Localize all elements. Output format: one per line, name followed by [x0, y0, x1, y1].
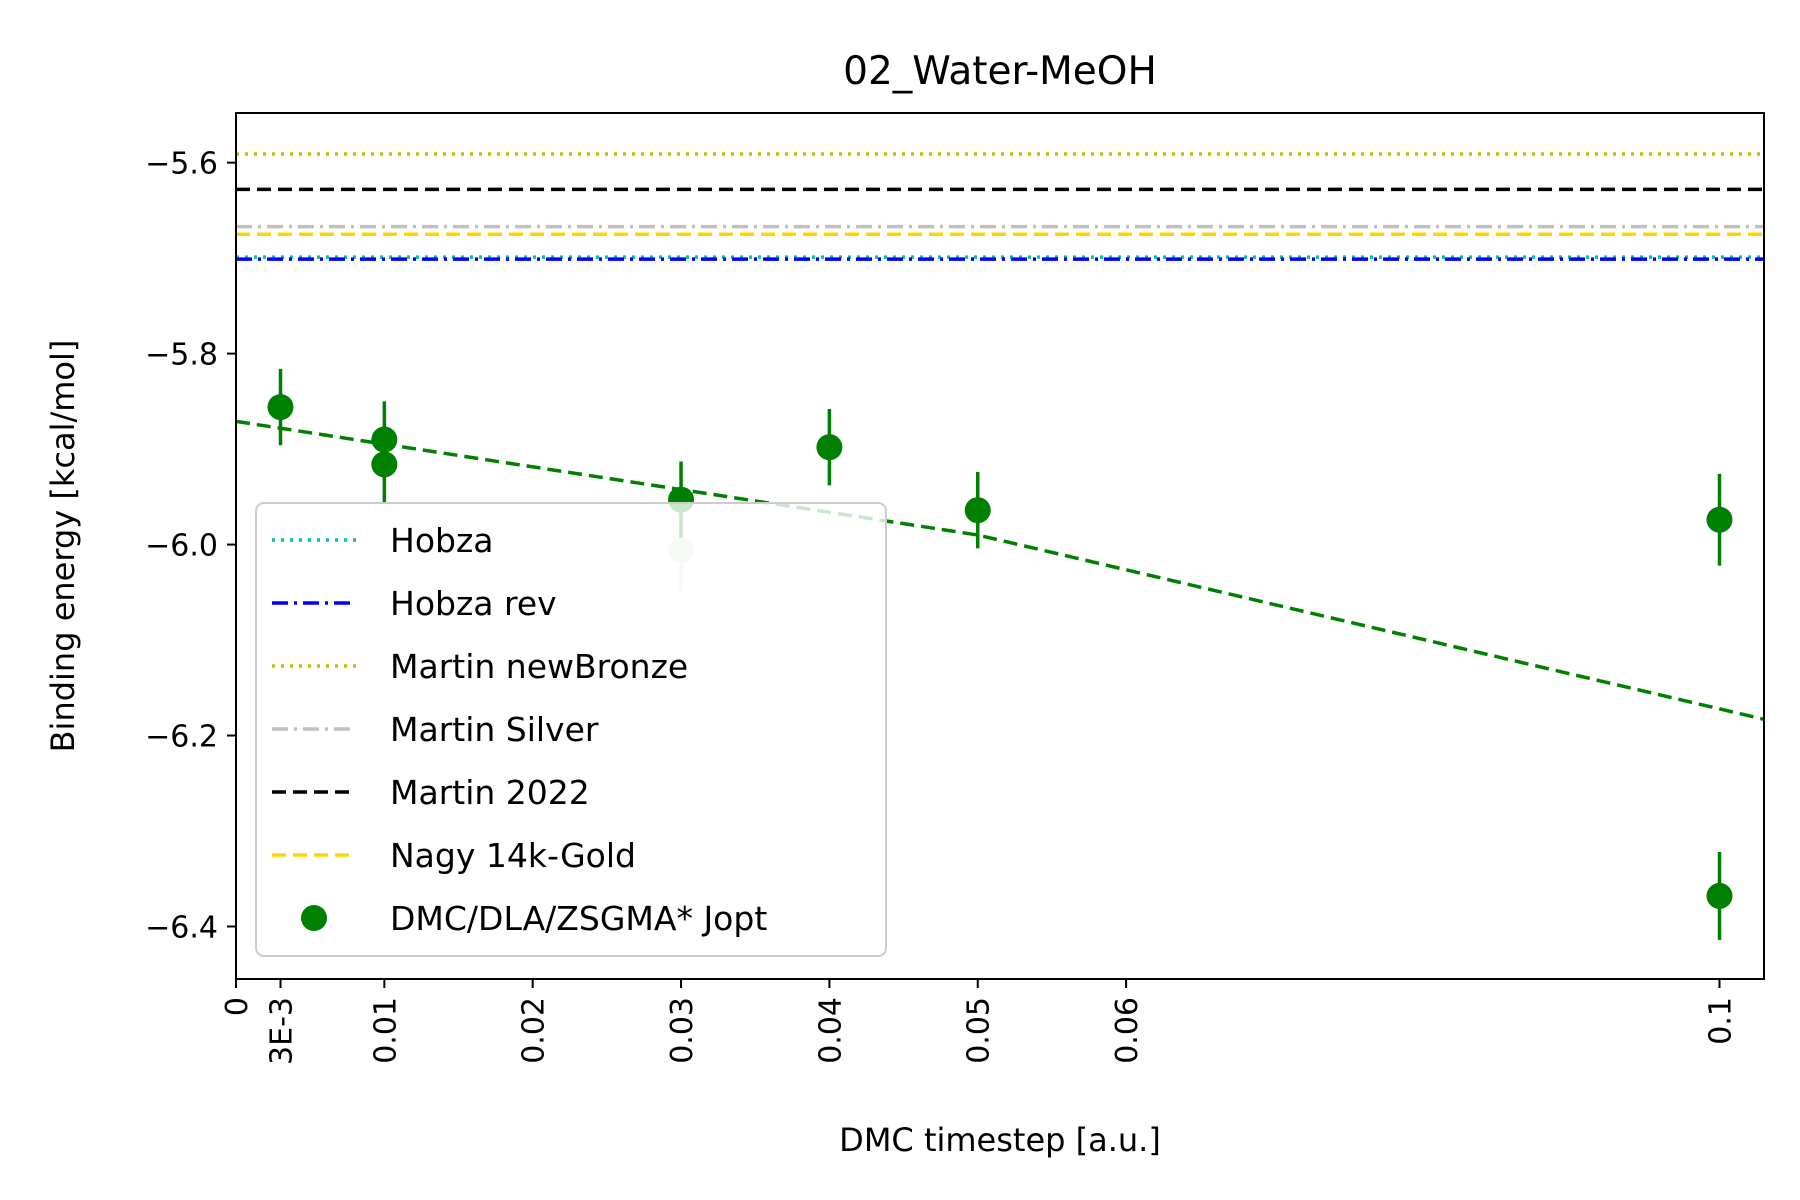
legend-entry: Martin 2022 — [272, 773, 590, 812]
legend-entry: Martin Silver — [272, 710, 599, 749]
data-point — [1706, 473, 1733, 566]
y-tick-label: −5.8 — [145, 338, 218, 373]
x-tick-label: 0.02 — [517, 997, 552, 1064]
legend-label: Martin 2022 — [390, 773, 590, 812]
y-tick-label: −6.2 — [145, 720, 218, 755]
x-tick-label: 3E-3 — [265, 997, 300, 1065]
data-point — [816, 408, 843, 486]
data-point-marker — [1706, 506, 1733, 533]
legend-entry: Martin newBronze — [272, 647, 688, 686]
legend-entry: Hobza — [272, 521, 494, 560]
plot-frame — [235, 112, 1765, 980]
x-tick-label: 0.05 — [962, 997, 997, 1064]
x-tick-label: 0.03 — [665, 997, 700, 1064]
legend-label: DMC/DLA/ZSGMA* Jopt — [390, 899, 767, 938]
y-tick-label: −6.4 — [145, 910, 218, 945]
data-point-marker — [816, 434, 843, 461]
data-points-layer — [267, 368, 1733, 940]
legend-label: Hobza — [390, 521, 494, 560]
legend-box — [255, 502, 887, 957]
x-tick-label: 0.06 — [1110, 997, 1145, 1064]
chart-title: 02_Water-MeOH — [843, 49, 1157, 94]
x-tick-label: 0.04 — [813, 997, 848, 1064]
data-point — [964, 472, 991, 549]
data-point-marker — [267, 394, 294, 421]
x-tick-label: 0.1 — [1703, 997, 1738, 1045]
data-point — [1706, 852, 1733, 940]
data-point — [371, 426, 398, 503]
x-axis-label: DMC timestep [a.u.] — [839, 1121, 1161, 1159]
y-tick-label: −5.6 — [145, 147, 218, 182]
data-point-marker — [1706, 882, 1733, 909]
data-point — [267, 368, 294, 446]
legend-label: Martin Silver — [390, 710, 599, 749]
x-tick-label: 0.01 — [368, 997, 403, 1064]
legend-label: Hobza rev — [390, 584, 557, 623]
fit-line — [236, 419, 1764, 721]
legend-entry: DMC/DLA/ZSGMA* Jopt — [301, 899, 767, 938]
legend-label: Nagy 14k-Gold — [390, 836, 636, 875]
data-point-marker — [371, 451, 398, 478]
x-axis: 0 3E-3 0.01 0.02 0.03 0.04 0.05 0.06 0.1 — [220, 979, 1738, 1065]
fit-line-layer — [236, 419, 1764, 721]
data-point-marker — [964, 497, 991, 524]
y-axis: −5.6 −5.8 −6.0 −6.2 −6.4 — [145, 147, 236, 945]
y-axis-label: Binding energy [kcal/mol] — [44, 340, 82, 753]
legend: Hobza Hobza rev Martin newBronze Martin Sil… — [272, 521, 767, 938]
legend-label: Martin newBronze — [390, 647, 688, 686]
legend-entry: Nagy 14k-Gold — [272, 836, 636, 875]
x-tick-label: 0 — [220, 997, 255, 1016]
reference-lines — [236, 152, 1764, 261]
legend-entry: Hobza rev — [272, 584, 557, 623]
legend-swatch — [301, 905, 327, 931]
y-tick-label: −6.0 — [145, 529, 218, 564]
